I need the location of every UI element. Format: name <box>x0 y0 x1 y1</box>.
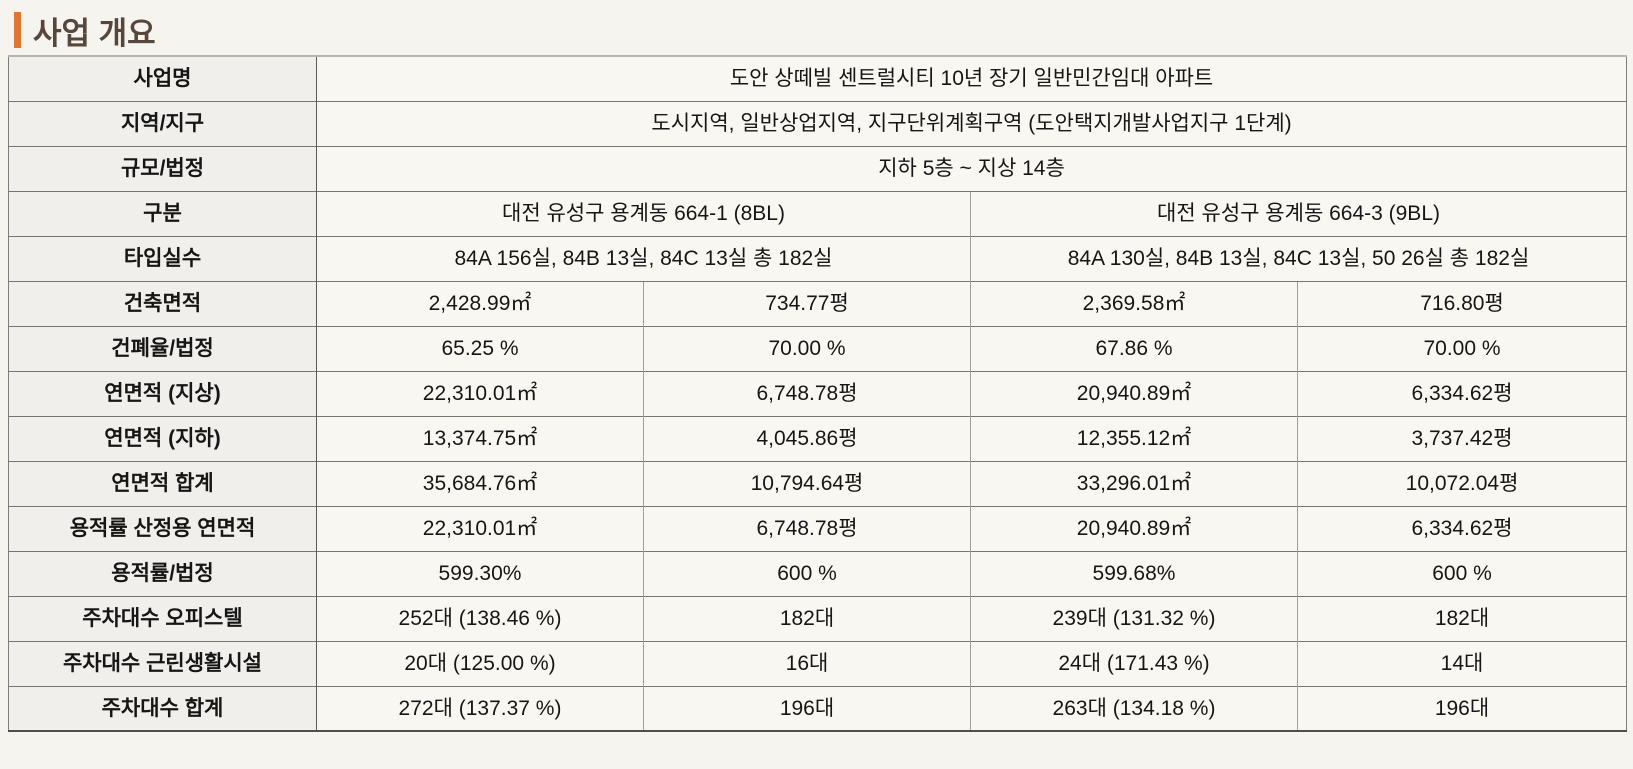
building-area-9bl-pyeong: 716.80평 <box>1296 280 1627 326</box>
far-gfa-9bl-m2: 20,940.89㎡ <box>970 505 1298 551</box>
parking-officetel-9bl-planned: 239대 (131.32 %) <box>970 595 1298 641</box>
row-header-parking-total: 주차대수 합계 <box>8 685 317 731</box>
far-gfa-8bl-m2: 22,310.01㎡ <box>316 505 644 551</box>
gfa-above-8bl-m2: 22,310.01㎡ <box>316 370 644 416</box>
gfa-total-9bl-m2: 33,296.01㎡ <box>970 460 1298 506</box>
project-overview-table: 사업명 도안 상떼빌 센트럴시티 10년 장기 일반민간임대 아파트 지역/지구… <box>8 55 1628 732</box>
row-zone-district: 지역/지구 도시지역, 일반상업지역, 지구단위계획구역 (도안택지개발사업지구… <box>8 100 1627 146</box>
row-gfa-above-ground: 연면적 (지상) 22,310.01㎡ 6,748.78평 20,940.89㎡… <box>8 370 1627 416</box>
row-scale-legal: 규모/법정 지하 5층 ~ 지상 14층 <box>8 145 1627 191</box>
parking-neighborhood-8bl-required: 16대 <box>643 640 971 686</box>
type-room-count-9bl: 84A 130실, 84B 13실, 84C 13실, 50 26실 총 182… <box>969 235 1627 281</box>
gfa-below-8bl-m2: 13,374.75㎡ <box>316 415 644 461</box>
row-header-gfa-total: 연면적 합계 <box>8 460 317 506</box>
row-gfa-total: 연면적 합계 35,684.76㎡ 10,794.64평 33,296.01㎡ … <box>8 460 1627 506</box>
page-header: 사업 개요 <box>0 0 1633 52</box>
parking-neighborhood-9bl-planned: 24대 (171.43 %) <box>970 640 1298 686</box>
row-header-project-name: 사업명 <box>8 56 317 101</box>
row-project-name: 사업명 도안 상떼빌 센트럴시티 10년 장기 일반민간임대 아파트 <box>8 56 1627 101</box>
far-gfa-8bl-pyeong: 6,748.78평 <box>643 505 971 551</box>
parking-total-8bl-planned: 272대 (137.37 %) <box>316 685 644 731</box>
far-gfa-9bl-pyeong: 6,334.62평 <box>1296 505 1627 551</box>
row-header-scale-legal: 규모/법정 <box>8 145 317 191</box>
gfa-total-9bl-pyeong: 10,072.04평 <box>1296 460 1627 506</box>
block-8bl-header-cell: 대전 유성구 용계동 664-1 (8BL) <box>316 190 971 236</box>
building-area-8bl-m2: 2,428.99㎡ <box>316 280 644 326</box>
building-area-8bl-pyeong: 734.77평 <box>643 280 971 326</box>
row-coverage-ratio: 건폐율/법정 65.25 % 70.00 % 67.86 % 70.00 % <box>8 325 1627 371</box>
scale-legal-value: 지하 5층 ~ 지상 14층 <box>315 145 1627 191</box>
row-header-far-legal: 용적률/법정 <box>8 550 317 596</box>
parking-total-8bl-required: 196대 <box>643 685 971 731</box>
parking-officetel-8bl-planned: 252대 (138.46 %) <box>316 595 644 641</box>
parking-neighborhood-8bl-planned: 20대 (125.00 %) <box>316 640 644 686</box>
row-header-coverage-ratio: 건폐율/법정 <box>8 325 317 371</box>
coverage-ratio-8bl: 65.25 % <box>316 325 644 371</box>
parking-officetel-9bl-required: 182대 <box>1296 595 1627 641</box>
row-block-category: 구분 대전 유성구 용계동 664-1 (8BL) 대전 유성구 용계동 664… <box>8 190 1627 236</box>
row-header-block-category: 구분 <box>8 190 317 236</box>
row-parking-officetel: 주차대수 오피스텔 252대 (138.46 %) 182대 239대 (131… <box>8 595 1627 641</box>
project-name-value: 도안 상떼빌 센트럴시티 10년 장기 일반민간임대 아파트 <box>315 56 1627 101</box>
parking-officetel-8bl-required: 182대 <box>643 595 971 641</box>
gfa-below-9bl-m2: 12,355.12㎡ <box>970 415 1298 461</box>
row-building-area: 건축면적 2,428.99㎡ 734.77평 2,369.58㎡ 716.80평 <box>8 280 1627 326</box>
row-header-parking-officetel: 주차대수 오피스텔 <box>8 595 317 641</box>
row-header-gfa-below-ground: 연면적 (지하) <box>8 415 317 461</box>
row-parking-neighborhood: 주차대수 근린생활시설 20대 (125.00 %) 16대 24대 (171.… <box>8 640 1627 686</box>
row-header-building-area: 건축면적 <box>8 280 317 326</box>
parking-neighborhood-9bl-required: 14대 <box>1296 640 1627 686</box>
parking-total-9bl-planned: 263대 (134.18 %) <box>970 685 1298 731</box>
far-9bl: 599.68% <box>970 550 1298 596</box>
far-9bl-legal: 600 % <box>1296 550 1627 596</box>
building-area-9bl-m2: 2,369.58㎡ <box>970 280 1298 326</box>
parking-total-9bl-required: 196대 <box>1296 685 1627 731</box>
far-8bl: 599.30% <box>316 550 644 596</box>
row-far-legal: 용적률/법정 599.30% 600 % 599.68% 600 % <box>8 550 1627 596</box>
gfa-above-9bl-m2: 20,940.89㎡ <box>970 370 1298 416</box>
gfa-total-8bl-m2: 35,684.76㎡ <box>316 460 644 506</box>
row-header-gfa-above-ground: 연면적 (지상) <box>8 370 317 416</box>
title-accent-bar <box>14 12 21 48</box>
coverage-ratio-8bl-legal: 70.00 % <box>643 325 971 371</box>
row-header-far-calculation-gfa: 용적률 산정용 연면적 <box>8 505 317 551</box>
page-title: 사업 개요 <box>33 15 156 51</box>
far-8bl-legal: 600 % <box>643 550 971 596</box>
gfa-below-8bl-pyeong: 4,045.86평 <box>643 415 971 461</box>
row-parking-total: 주차대수 합계 272대 (137.37 %) 196대 263대 (134.1… <box>8 685 1627 731</box>
gfa-above-9bl-pyeong: 6,334.62평 <box>1296 370 1627 416</box>
row-type-room-count: 타입실수 84A 156실, 84B 13실, 84C 13실 총 182실 8… <box>8 235 1627 281</box>
row-header-zone-district: 지역/지구 <box>8 100 317 146</box>
zone-district-value: 도시지역, 일반상업지역, 지구단위계획구역 (도안택지개발사업지구 1단계) <box>315 100 1627 146</box>
gfa-below-9bl-pyeong: 3,737.42평 <box>1296 415 1627 461</box>
row-far-calculation-gfa: 용적률 산정용 연면적 22,310.01㎡ 6,748.78평 20,940.… <box>8 505 1627 551</box>
gfa-total-8bl-pyeong: 10,794.64평 <box>643 460 971 506</box>
block-9bl-header-cell: 대전 유성구 용계동 664-3 (9BL) <box>969 190 1627 236</box>
coverage-ratio-9bl-legal: 70.00 % <box>1296 325 1627 371</box>
row-header-parking-neighborhood: 주차대수 근린생활시설 <box>8 640 317 686</box>
row-gfa-below-ground: 연면적 (지하) 13,374.75㎡ 4,045.86평 12,355.12㎡… <box>8 415 1627 461</box>
gfa-above-8bl-pyeong: 6,748.78평 <box>643 370 971 416</box>
type-room-count-8bl: 84A 156실, 84B 13실, 84C 13실 총 182실 <box>316 235 971 281</box>
row-header-type-room-count: 타입실수 <box>8 235 317 281</box>
coverage-ratio-9bl: 67.86 % <box>970 325 1298 371</box>
